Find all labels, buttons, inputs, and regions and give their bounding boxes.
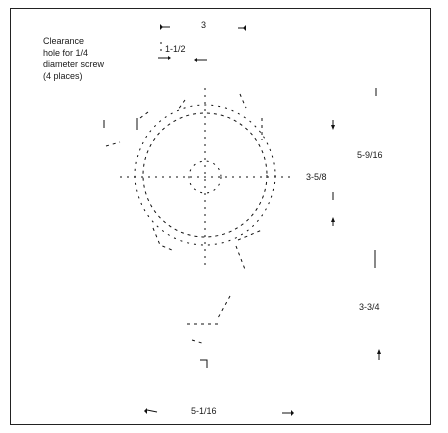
note-line: Clearance xyxy=(43,36,143,48)
left-leader-mark xyxy=(106,142,120,146)
bottom-dimension-arrows xyxy=(144,408,294,416)
dim-lower-right: 3-3/4 xyxy=(359,303,380,312)
dim-bottom-width: 5-1/16 xyxy=(191,407,217,416)
dim-right-height: 5-9/16 xyxy=(357,151,383,160)
dim-top-overall: 3 xyxy=(201,21,206,30)
lower-bracket-marks xyxy=(187,324,222,368)
note-line: hole for 1/4 xyxy=(43,48,143,60)
note-line: diameter screw xyxy=(43,59,143,71)
plate-outline-fragments xyxy=(137,94,262,344)
right-dimension-arrows xyxy=(331,88,381,360)
note-line: (4 places) xyxy=(43,71,143,83)
outer-flange-circle xyxy=(135,105,275,245)
dim-hole-spacing: 1-1/2 xyxy=(165,45,186,54)
clearance-hole-note: Clearance hole for 1/4 diameter screw (4… xyxy=(43,36,143,82)
dim-center-height: 3-5/8 xyxy=(306,173,327,182)
